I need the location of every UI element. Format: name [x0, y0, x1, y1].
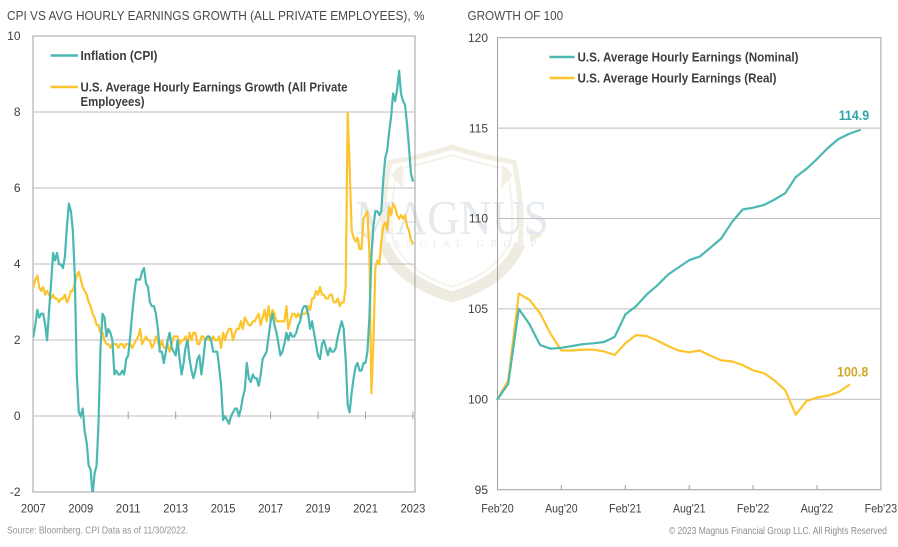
svg-text:2009: 2009 — [68, 501, 93, 515]
svg-text:2007: 2007 — [21, 501, 46, 515]
svg-text:2015: 2015 — [211, 501, 236, 515]
svg-text:Employees): Employees) — [81, 95, 145, 109]
svg-text:MAGNUS: MAGNUS — [356, 190, 549, 245]
svg-text:10: 10 — [7, 29, 21, 43]
svg-text:Aug'20: Aug'20 — [545, 501, 578, 515]
svg-text:95: 95 — [475, 483, 489, 497]
svg-text:105: 105 — [468, 302, 488, 316]
svg-text:Aug'21: Aug'21 — [673, 501, 706, 515]
svg-text:GROWTH OF 100: GROWTH OF 100 — [468, 9, 564, 23]
svg-text:2019: 2019 — [306, 501, 331, 515]
svg-text:0: 0 — [14, 409, 21, 423]
svg-text:© 2023 Magnus Financial Group: © 2023 Magnus Financial Group LLC. All R… — [669, 526, 887, 537]
svg-text:Inflation (CPI): Inflation (CPI) — [81, 49, 158, 63]
svg-text:Feb'23: Feb'23 — [865, 501, 898, 515]
svg-text:100.8: 100.8 — [837, 365, 869, 380]
svg-text:Aug'22: Aug'22 — [801, 501, 834, 515]
svg-text:120: 120 — [468, 31, 488, 45]
svg-text:U.S. Average Hourly Earnings (: U.S. Average Hourly Earnings (Real) — [578, 71, 777, 85]
svg-text:FINANCIAL GROUP: FINANCIAL GROUP — [358, 239, 537, 250]
svg-text:2013: 2013 — [163, 501, 188, 515]
svg-text:110: 110 — [469, 212, 488, 226]
svg-text:6: 6 — [14, 181, 21, 195]
svg-text:4: 4 — [14, 257, 21, 271]
svg-text:114.9: 114.9 — [839, 108, 870, 123]
svg-text:2017: 2017 — [258, 501, 283, 515]
svg-text:2011: 2011 — [116, 501, 141, 515]
svg-text:8: 8 — [14, 105, 21, 119]
svg-text:Source: Bloomberg. CPI Data as: Source: Bloomberg. CPI Data as of 11/30/… — [7, 526, 188, 537]
svg-text:Feb'20: Feb'20 — [481, 501, 514, 515]
svg-text:2021: 2021 — [353, 501, 378, 515]
svg-text:CPI VS AVG HOURLY EARNINGS GRO: CPI VS AVG HOURLY EARNINGS GROWTH (ALL P… — [7, 9, 425, 23]
svg-text:115: 115 — [469, 121, 488, 135]
svg-text:2023: 2023 — [401, 501, 426, 515]
svg-text:2: 2 — [14, 333, 21, 347]
svg-text:U.S. Average Hourly Earnings G: U.S. Average Hourly Earnings Growth (All… — [81, 80, 348, 94]
svg-text:U.S. Average Hourly Earnings (: U.S. Average Hourly Earnings (Nominal) — [578, 50, 799, 64]
svg-text:-2: -2 — [10, 485, 21, 499]
svg-text:Feb'21: Feb'21 — [609, 501, 642, 515]
svg-text:Feb'22: Feb'22 — [737, 501, 770, 515]
svg-text:100: 100 — [468, 393, 488, 407]
